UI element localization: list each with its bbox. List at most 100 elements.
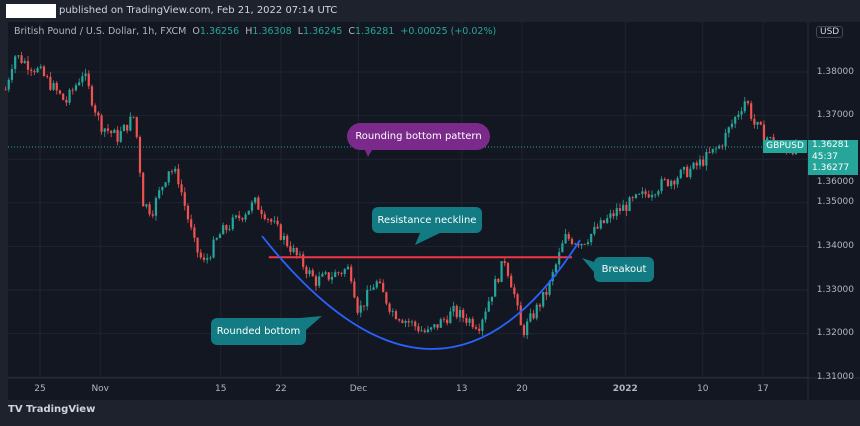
candle-body — [577, 243, 580, 246]
candle-body — [90, 86, 94, 106]
candle-body — [650, 194, 654, 198]
candle-body — [449, 311, 452, 324]
candle-body — [519, 305, 522, 326]
candle-body — [305, 266, 308, 274]
candle-body — [634, 194, 638, 198]
annotation-rounding-bottom-pattern[interactable]: Rounding bottom pattern — [347, 123, 490, 150]
candle-body — [522, 325, 526, 336]
candle-body — [596, 226, 599, 229]
bubble-tail — [415, 233, 440, 245]
candle-body — [526, 321, 529, 336]
candle-body — [593, 226, 596, 234]
candle-body — [36, 68, 39, 73]
rounded-bottom-arc — [261, 235, 581, 350]
candle-body — [321, 273, 324, 277]
candle-body — [554, 264, 558, 273]
annotation-resistance-neckline[interactable]: Resistance neckline — [372, 207, 482, 233]
tradingview-logo[interactable]: 𝗧𝗩 TradingView — [8, 404, 95, 415]
candle-body — [62, 93, 65, 101]
candle-body — [762, 124, 766, 141]
candle-body — [238, 215, 241, 219]
candle-body — [4, 89, 7, 91]
candle-body — [622, 204, 625, 211]
last-price: 1.36281 — [812, 140, 850, 150]
candle-body — [202, 257, 206, 260]
candle-body — [228, 228, 231, 230]
candle-body — [570, 239, 574, 245]
time-tick: Nov — [91, 384, 110, 394]
candle-body — [756, 121, 759, 125]
candle-body — [558, 252, 561, 265]
time-tick: 20 — [516, 384, 528, 394]
candle-body — [404, 320, 407, 323]
candle-body — [23, 60, 26, 64]
candle-body — [302, 254, 305, 267]
price-tick: 1.32000 — [816, 328, 854, 339]
time-tick: 2022 — [612, 384, 638, 394]
candle-body — [670, 180, 673, 187]
candle-body — [84, 73, 87, 77]
candle-body — [289, 246, 292, 252]
candle-body — [113, 129, 116, 134]
candle-body — [660, 179, 663, 192]
candle-body — [545, 291, 548, 295]
candle-body — [423, 330, 426, 333]
candle-body — [580, 243, 583, 246]
candle-body — [532, 313, 535, 319]
candle-body — [353, 281, 356, 298]
candle-body — [282, 235, 286, 240]
candle-body — [170, 171, 174, 173]
candle-body — [673, 180, 676, 185]
candle-body — [177, 168, 180, 185]
candle-body — [183, 192, 186, 206]
candle-body — [382, 283, 385, 293]
low-label: L — [297, 26, 304, 37]
candle-body — [366, 289, 369, 307]
candle-body — [263, 214, 266, 220]
close-value: 1.36281 — [355, 26, 395, 37]
open-label: O — [192, 26, 200, 37]
candle-body — [458, 309, 462, 318]
candle-body — [186, 205, 190, 220]
time-tick: 10 — [697, 384, 709, 394]
candle-body — [676, 178, 679, 185]
symbol-legend: British Pound / U.S. Dollar, 1h, FXCM O1… — [14, 26, 496, 37]
candle-body — [529, 313, 532, 322]
bid-price: 1.36277 — [812, 163, 850, 173]
time-tick: Dec — [349, 384, 368, 394]
annotation-rounded-bottom[interactable]: Rounded bottom — [211, 318, 306, 345]
candle-body — [487, 301, 490, 312]
candle-body — [135, 117, 138, 137]
time-tick: 17 — [757, 384, 769, 394]
candle-body — [743, 101, 746, 112]
candle-body — [231, 217, 234, 229]
annotation-breakout[interactable]: Breakout — [594, 257, 654, 282]
candle-body — [103, 128, 106, 132]
candle-body — [65, 100, 68, 103]
open-value: 1.36256 — [199, 26, 240, 37]
price-tick: 1.34000 — [816, 240, 854, 251]
candle-body — [391, 311, 394, 312]
candle-body — [753, 118, 756, 125]
candle-body — [426, 329, 430, 333]
candle-body — [564, 234, 567, 244]
candle-body — [273, 220, 276, 222]
close-label: C — [348, 26, 356, 37]
candle-body — [17, 55, 20, 57]
candle-body — [359, 305, 362, 313]
currency-button[interactable]: USD — [816, 26, 844, 38]
candle-body — [286, 235, 289, 247]
time-tick: 13 — [456, 384, 468, 394]
candle-body — [110, 130, 113, 134]
candle-body — [500, 261, 503, 283]
candle-body — [279, 224, 282, 240]
candle-body — [612, 213, 615, 217]
candle-body — [241, 218, 244, 220]
symbol-name: British Pound / U.S. Dollar, 1h, FXCM — [14, 26, 187, 37]
bar-countdown: 45:37 — [812, 151, 838, 162]
candle-body — [116, 129, 119, 142]
candle-body — [270, 219, 273, 222]
candle-body — [327, 272, 330, 280]
candle-body — [638, 193, 641, 195]
